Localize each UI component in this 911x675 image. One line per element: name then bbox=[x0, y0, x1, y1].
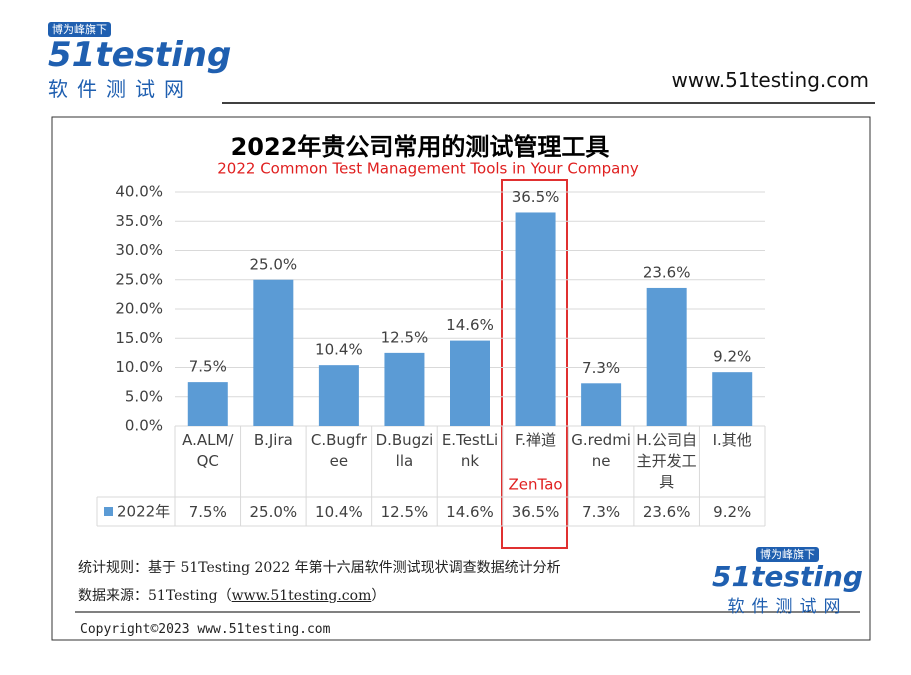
data-label: 14.6% bbox=[446, 316, 494, 334]
table-value: 7.5% bbox=[188, 503, 227, 521]
y-tick-label: 15.0% bbox=[115, 329, 163, 347]
footer-logo: 博为峰旗下 51testing 软件测试网 bbox=[712, 543, 863, 617]
x-tick-label: C.Bugfree bbox=[310, 431, 367, 470]
data-label: 12.5% bbox=[381, 328, 429, 346]
footnote-source: 数据来源：51Testing（www.51testing.com） bbox=[78, 585, 385, 605]
annotation: ZenTao bbox=[509, 476, 563, 494]
x-tick-label: A.ALM/QC bbox=[182, 431, 234, 470]
y-tick-label: 20.0% bbox=[115, 300, 163, 318]
bar bbox=[384, 352, 425, 426]
bar bbox=[450, 340, 490, 426]
bar bbox=[515, 212, 556, 426]
x-tick-label: B.Jira bbox=[253, 431, 293, 449]
table-value: 14.6% bbox=[446, 503, 494, 521]
table-value: 36.5% bbox=[511, 503, 560, 521]
x-tick-label: I.其他 bbox=[712, 431, 752, 449]
x-tick-label: H.公司自主开发工具 bbox=[636, 431, 698, 491]
source-link[interactable]: www.51testing.com bbox=[231, 588, 372, 604]
y-tick-label: 5.0% bbox=[125, 387, 163, 405]
data-label: 7.5% bbox=[189, 358, 227, 376]
y-tick-label: 35.0% bbox=[115, 212, 163, 230]
logo: 51testing bbox=[712, 560, 863, 593]
bar bbox=[187, 382, 228, 426]
y-tick-label: 25.0% bbox=[115, 270, 163, 288]
bar bbox=[646, 287, 687, 426]
data-label: 23.6% bbox=[643, 263, 691, 281]
bar bbox=[253, 279, 294, 426]
badge: 博为峰旗下 bbox=[755, 547, 819, 562]
logo-sub: 软件测试网 bbox=[727, 597, 848, 617]
highlight-box bbox=[501, 179, 568, 549]
data-label: 7.3% bbox=[582, 359, 620, 377]
source-label: 数据来源：51Testing（ bbox=[78, 588, 232, 604]
source-end: ） bbox=[371, 588, 386, 604]
header-url: www.51testing.com bbox=[671, 68, 869, 92]
logo: 51testing bbox=[48, 35, 232, 75]
x-tick-label: E.TestLink bbox=[441, 431, 499, 470]
table-value: 10.4% bbox=[315, 503, 363, 521]
bar bbox=[581, 383, 622, 426]
legend-label: 2022年 bbox=[117, 503, 170, 521]
legend-swatch bbox=[104, 507, 113, 516]
table-value: 25.0% bbox=[249, 503, 298, 521]
x-tick-label: F.禅道 bbox=[515, 431, 557, 449]
data-label: 10.4% bbox=[315, 341, 363, 359]
data-label: 25.0% bbox=[250, 255, 298, 273]
copyright: Copyright©2023 www.51testing.com bbox=[80, 622, 331, 637]
table-value: 23.6% bbox=[642, 503, 691, 521]
x-tick-label: D.Bugzilla bbox=[375, 431, 434, 470]
chart-title: 2022年贵公司常用的测试管理工具 bbox=[231, 133, 610, 161]
y-tick-label: 30.0% bbox=[115, 241, 163, 259]
chart-frame bbox=[51, 116, 871, 641]
y-tick-label: 40.0% bbox=[115, 183, 163, 201]
data-label: 9.2% bbox=[713, 348, 751, 366]
header-logo: 博为峰旗下 51testing 软件测试网 bbox=[48, 18, 231, 102]
table-value: 7.3% bbox=[582, 503, 621, 521]
badge: 博为峰旗下 bbox=[48, 22, 111, 37]
bar bbox=[712, 372, 753, 426]
y-tick-label: 0.0% bbox=[125, 417, 163, 435]
table-value: 9.2% bbox=[713, 503, 752, 521]
logo-sub: 软件测试网 bbox=[48, 77, 193, 101]
x-tick-label: G.redmine bbox=[571, 431, 631, 470]
table-value: 12.5% bbox=[380, 503, 429, 521]
chart-subtitle: 2022 Common Test Management Tools in You… bbox=[217, 160, 639, 178]
footnote-rule: 统计规则：基于 51Testing 2022 年第十六届软件测试现状调查数据统计… bbox=[78, 560, 561, 576]
bar bbox=[318, 365, 359, 426]
data-label: 36.5% bbox=[512, 188, 560, 206]
y-tick-label: 10.0% bbox=[115, 358, 163, 376]
